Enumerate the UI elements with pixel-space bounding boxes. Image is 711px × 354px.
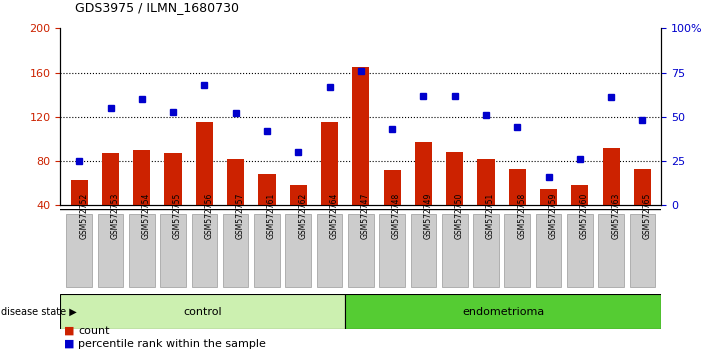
FancyBboxPatch shape [567, 214, 593, 287]
Bar [227, 159, 245, 205]
Text: percentile rank within the sample: percentile rank within the sample [78, 339, 266, 349]
FancyBboxPatch shape [630, 214, 656, 287]
FancyBboxPatch shape [191, 214, 217, 287]
Bar [196, 122, 213, 205]
Bar [602, 148, 620, 205]
Text: GSM572759: GSM572759 [549, 192, 557, 239]
FancyBboxPatch shape [316, 214, 343, 287]
Text: GSM572762: GSM572762 [298, 192, 307, 239]
Text: GSM572755: GSM572755 [173, 192, 182, 239]
Bar [102, 153, 119, 205]
Text: GDS3975 / ILMN_1680730: GDS3975 / ILMN_1680730 [75, 1, 239, 14]
Bar [383, 170, 401, 205]
Text: GSM572756: GSM572756 [204, 192, 213, 239]
Text: count: count [78, 326, 109, 336]
Text: disease state ▶: disease state ▶ [1, 307, 77, 316]
FancyBboxPatch shape [66, 214, 92, 287]
Text: GSM572763: GSM572763 [611, 192, 620, 239]
FancyBboxPatch shape [129, 214, 154, 287]
Bar [60, 294, 345, 329]
FancyBboxPatch shape [536, 214, 562, 287]
Text: endometrioma: endometrioma [462, 307, 544, 316]
FancyBboxPatch shape [254, 214, 280, 287]
FancyBboxPatch shape [505, 214, 530, 287]
Bar [571, 185, 589, 205]
Text: GSM572753: GSM572753 [110, 192, 119, 239]
Bar [477, 159, 495, 205]
Text: GSM572761: GSM572761 [267, 192, 276, 239]
FancyBboxPatch shape [473, 214, 499, 287]
FancyBboxPatch shape [160, 214, 186, 287]
Bar [258, 175, 276, 205]
Text: GSM572757: GSM572757 [235, 192, 245, 239]
FancyBboxPatch shape [285, 214, 311, 287]
Bar [164, 153, 182, 205]
Bar [446, 152, 464, 205]
Text: control: control [183, 307, 222, 316]
Bar [540, 189, 557, 205]
Text: GSM572764: GSM572764 [329, 192, 338, 239]
FancyBboxPatch shape [223, 214, 249, 287]
FancyBboxPatch shape [410, 214, 437, 287]
Text: GSM572758: GSM572758 [518, 192, 526, 239]
Bar [508, 169, 526, 205]
Text: GSM572751: GSM572751 [486, 192, 495, 239]
FancyBboxPatch shape [348, 214, 374, 287]
Bar [634, 169, 651, 205]
FancyBboxPatch shape [97, 214, 123, 287]
Text: ■: ■ [64, 339, 75, 349]
Bar [345, 294, 661, 329]
Text: GSM572765: GSM572765 [643, 192, 651, 239]
Text: GSM572760: GSM572760 [580, 192, 589, 239]
Text: GSM572754: GSM572754 [141, 192, 151, 239]
Bar [70, 180, 88, 205]
Bar [133, 150, 151, 205]
Text: GSM572748: GSM572748 [392, 192, 401, 239]
FancyBboxPatch shape [379, 214, 405, 287]
Bar [415, 142, 432, 205]
Bar [321, 122, 338, 205]
Text: GSM572749: GSM572749 [424, 192, 432, 239]
FancyBboxPatch shape [599, 214, 624, 287]
Text: GSM572747: GSM572747 [361, 192, 370, 239]
Bar [289, 185, 307, 205]
FancyBboxPatch shape [442, 214, 468, 287]
Text: GSM572750: GSM572750 [455, 192, 464, 239]
Text: GSM572752: GSM572752 [79, 192, 88, 239]
Text: ■: ■ [64, 326, 75, 336]
Bar [352, 67, 370, 205]
